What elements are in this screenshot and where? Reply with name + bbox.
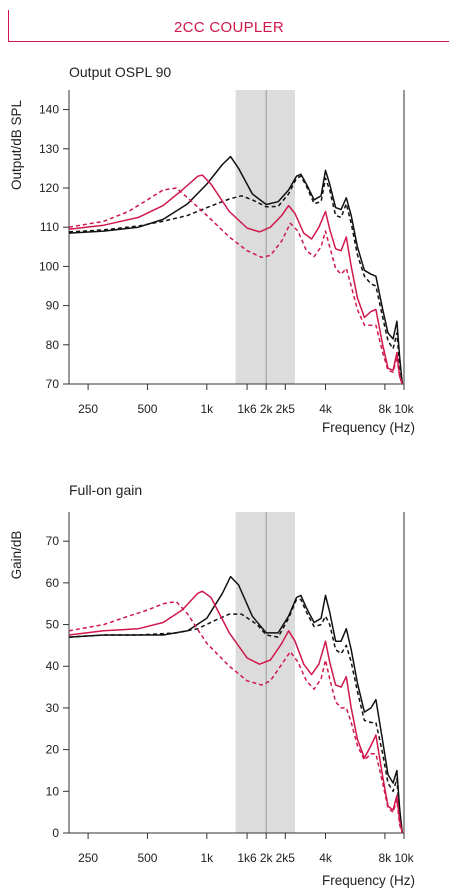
chart2-x-tick-label: 250 [78,851,98,865]
chart1-series-4-line [68,187,404,385]
chart1-x-tick-label: 2k [260,402,274,416]
chart1-y-tick-label: 100 [39,259,59,273]
chart2-x-tick-label: 2k [260,851,274,865]
chart1-y-tick-label: 130 [39,142,59,156]
chart1-y-tick-label: 90 [46,299,60,313]
chart1-series-1-line [68,155,404,385]
chart1-series-2-line [68,175,404,385]
chart2-y-axis-label: Gain/dB [9,531,24,580]
chart2-x-tick-label: 10k [394,851,414,865]
chart1-x-tick-label: 2k5 [276,402,296,416]
chart1-x-tick-label: 1k [200,402,214,416]
chart1-x-tick-label: 10k [394,402,414,416]
chart2-x-tick-label: 4k [319,851,333,865]
chart2-series-4-line [68,600,404,834]
chart2-y-tick-label: 20 [46,743,60,757]
chart2-title: Full-on gain [69,482,142,498]
chart1-x-axis-label: Frequency (Hz) [322,420,415,435]
chart2-y-tick-label: 30 [46,701,60,715]
chart2-y-tick-label: 50 [46,618,60,632]
chart2-x-tick-label: 1k6 [237,851,257,865]
chart2-shaded-band [235,512,295,833]
chart2-x-tick-label: 1k [200,851,214,865]
chart2-x-tick-label: 2k5 [276,851,296,865]
chart1-y-tick-label: 140 [39,103,59,117]
chart2-x-tick-label: 500 [137,851,157,865]
chart1-title: Output OSPL 90 [69,64,171,80]
chart1-x-tick-label: 500 [137,402,157,416]
chart1-x-tick-label: 8k [379,402,393,416]
chart2-y-tick-label: 0 [52,826,59,840]
chart1-x-tick-label: 4k [319,402,333,416]
chart2-y-tick-label: 10 [46,784,60,798]
header-frame: 2CC COUPLER [8,10,449,42]
chart2-x-tick-label: 8k [379,851,393,865]
chart1-x-tick-label: 1k6 [237,402,257,416]
chart2-series-2-line [68,598,404,834]
chart1-y-axis-label: Output/dB SPL [9,99,24,190]
chart2-y-tick-label: 60 [46,576,60,590]
chart1-y-tick-label: 120 [39,181,59,195]
chart2-y-tick-label: 70 [46,534,60,548]
chart1-x-tick-label: 250 [78,402,98,416]
chart2-x-axis-label: Frequency (Hz) [322,873,415,888]
header-title: 2CC COUPLER [174,19,284,36]
chart1-series-3-line [68,174,404,385]
chart1-y-tick-label: 70 [46,377,60,391]
chart1-shaded-band [235,90,295,384]
chart1-y-tick-label: 110 [40,220,59,234]
chart2-y-tick-label: 40 [46,659,60,673]
chart1-y-tick-label: 80 [46,338,60,352]
chart2-series-3-line [68,590,404,834]
